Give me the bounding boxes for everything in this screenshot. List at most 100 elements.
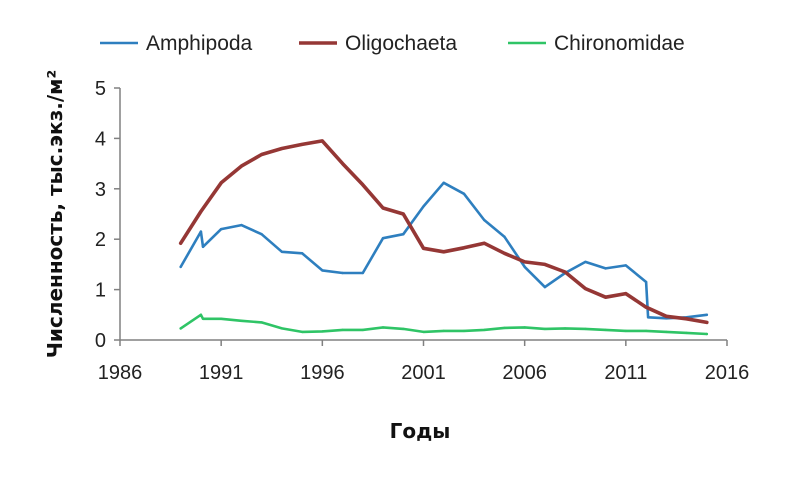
legend-item-oligochaeta: Oligochaeta [299, 32, 457, 55]
x-tick-label: 1986 [98, 362, 143, 384]
data-point-chironomidae [442, 329, 445, 333]
data-point-oligochaeta [220, 181, 223, 184]
data-point-amphipoda [300, 252, 304, 255]
data-point-chironomidae [201, 317, 205, 320]
legend-item-amphipoda: Amphipoda [100, 32, 253, 55]
y-tick-label: 5 [95, 78, 106, 100]
data-point-oligochaeta [624, 292, 627, 295]
data-point-oligochaeta [280, 147, 284, 150]
data-point-amphipoda [523, 265, 526, 269]
data-point-oligochaeta [422, 247, 425, 250]
data-point-amphipoda [402, 233, 405, 236]
data-point-amphipoda [543, 285, 547, 289]
x-tick-label: 2001 [401, 362, 446, 384]
data-point-chironomidae [665, 330, 668, 334]
data-point-chironomidae [179, 327, 182, 330]
data-point-chironomidae [341, 328, 344, 332]
data-point-oligochaeta [665, 315, 668, 318]
data-point-oligochaeta [260, 153, 263, 156]
data-point-chironomidae [220, 317, 223, 320]
data-point-oligochaeta [462, 246, 466, 249]
data-point-oligochaeta [341, 162, 344, 165]
data-point-chironomidae [543, 327, 547, 331]
data-point-oligochaeta [563, 270, 567, 274]
data-point-amphipoda [280, 250, 284, 253]
data-point-oligochaeta [685, 317, 688, 320]
x-tick-label: 1991 [199, 362, 244, 384]
series-layer [178, 139, 709, 336]
data-point-oligochaeta [705, 321, 708, 324]
data-point-amphipoda [260, 233, 263, 236]
data-point-amphipoda [462, 192, 466, 195]
data-point-amphipoda [361, 271, 364, 275]
data-point-chironomidae [523, 326, 526, 329]
data-point-chironomidae [422, 330, 425, 334]
data-point-chironomidae [503, 326, 506, 330]
legend-label: Amphipoda [146, 32, 253, 55]
y-tick-label: 0 [95, 330, 106, 352]
data-point-chironomidae [381, 326, 385, 329]
data-point-oligochaeta [584, 287, 587, 290]
data-point-amphipoda [341, 271, 344, 275]
data-point-oligochaeta [604, 296, 607, 299]
data-point-oligochaeta [199, 210, 203, 213]
y-tick-label: 2 [95, 229, 106, 251]
data-point-amphipoda [240, 223, 243, 227]
data-point-oligochaeta [503, 252, 506, 255]
x-tick-label: 2006 [502, 362, 547, 384]
data-point-amphipoda [381, 237, 385, 240]
data-point-oligochaeta [300, 143, 304, 146]
y-tick-label: 1 [95, 280, 106, 302]
data-point-amphipoda [201, 245, 205, 248]
data-point-chironomidae [462, 329, 466, 333]
legend-item-chironomidae: Chironomidae [508, 32, 685, 55]
x-tick-label: 2011 [604, 362, 647, 384]
data-point-chironomidae [199, 313, 203, 316]
data-point-oligochaeta [523, 260, 526, 264]
x-tick-label: 1996 [300, 362, 345, 384]
series-line-oligochaeta [178, 139, 709, 325]
data-point-amphipoda [604, 267, 607, 270]
data-point-oligochaeta [483, 242, 486, 245]
x-axis-title: Годы [390, 419, 451, 443]
data-point-chironomidae [584, 327, 587, 331]
y-axis-title: Численность, тыс.экз./м² [43, 70, 67, 358]
data-point-oligochaeta [240, 164, 243, 168]
legend-label: Oligochaeta [345, 32, 457, 55]
data-point-chironomidae [483, 328, 486, 332]
data-point-amphipoda [584, 260, 587, 264]
data-point-chironomidae [280, 327, 284, 330]
data-point-chironomidae [300, 330, 304, 334]
data-point-oligochaeta [543, 263, 547, 266]
data-point-chironomidae [705, 332, 708, 336]
data-point-amphipoda [442, 181, 445, 184]
data-point-oligochaeta [179, 242, 182, 245]
data-point-amphipoda [483, 218, 486, 222]
data-point-amphipoda [705, 313, 708, 316]
data-point-amphipoda [199, 230, 203, 233]
series-line-chironomidae [179, 313, 709, 336]
data-point-chironomidae [402, 327, 405, 331]
axes: 0 1 2 3 4 5 1986 1991 1996 2001 2006 2011 2016 [95, 78, 749, 384]
data-point-oligochaeta [321, 139, 324, 143]
data-point-amphipoda [503, 235, 506, 238]
data-point-chironomidae [321, 330, 324, 333]
data-point-amphipoda [644, 280, 648, 284]
data-point-oligochaeta [361, 183, 364, 186]
data-point-oligochaeta [644, 306, 648, 309]
data-point-oligochaeta [442, 250, 445, 253]
data-point-amphipoda [179, 265, 182, 269]
legend: Amphipoda Oligochaeta Chironomidae [100, 32, 685, 55]
legend-label: Chironomidae [554, 32, 685, 55]
data-point-chironomidae [685, 331, 688, 335]
x-tick-label: 2016 [705, 362, 750, 384]
data-point-amphipoda [422, 205, 425, 208]
data-point-amphipoda [624, 264, 627, 267]
y-tick-label: 4 [95, 128, 106, 150]
data-point-chironomidae [563, 327, 567, 330]
data-point-amphipoda [646, 316, 650, 319]
data-point-chironomidae [260, 321, 263, 324]
data-point-chironomidae [624, 329, 627, 333]
